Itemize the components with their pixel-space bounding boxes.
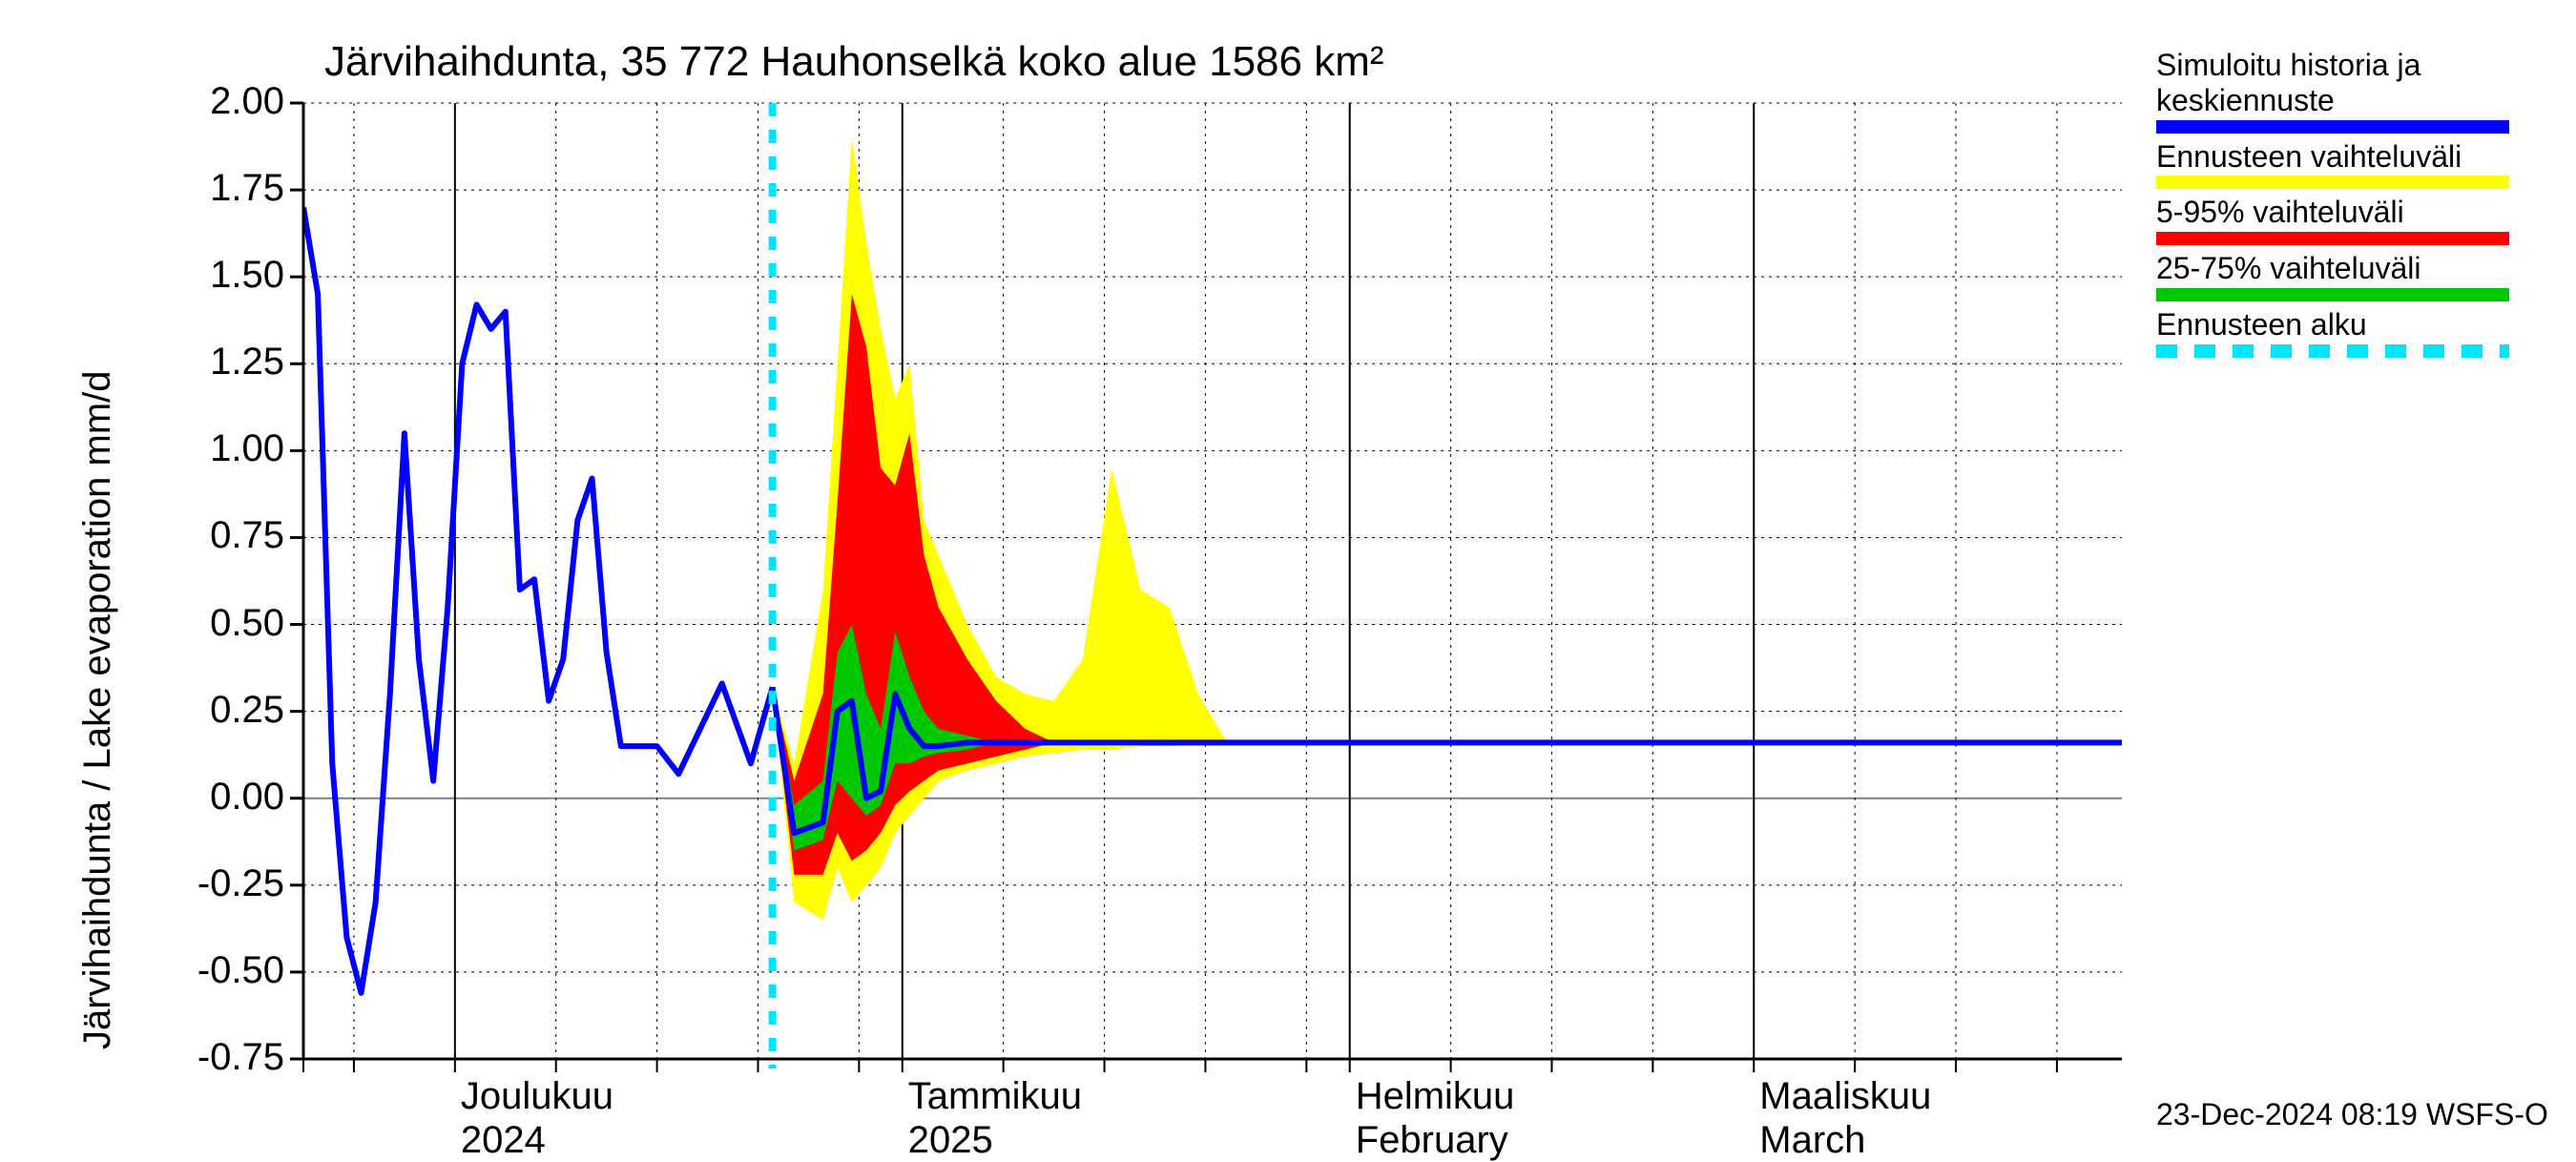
x-tick-label: Joulukuu2024 bbox=[461, 1074, 613, 1162]
y-tick-label: 1.00 bbox=[170, 427, 284, 470]
y-tick-label: -0.25 bbox=[170, 862, 284, 905]
legend-label: Ennusteen vaihteluväli bbox=[2156, 139, 2509, 175]
y-tick-label: 1.50 bbox=[170, 254, 284, 297]
legend-item: Simuloitu historia jakeskiennuste bbox=[2156, 48, 2509, 134]
legend-label: Ennusteen alku bbox=[2156, 307, 2509, 342]
legend-swatch bbox=[2156, 232, 2509, 245]
y-tick-label: 1.75 bbox=[170, 167, 284, 210]
legend-item: 25-75% vaihteluväli bbox=[2156, 251, 2509, 301]
legend-label: keskiennuste bbox=[2156, 83, 2509, 118]
timestamp-label: 23-Dec-2024 08:19 WSFS-O bbox=[2156, 1097, 2548, 1132]
x-tick-label: MaaliskuuMarch bbox=[1759, 1074, 1931, 1162]
legend-label: Simuloitu historia ja bbox=[2156, 48, 2509, 83]
y-tick-label: 2.00 bbox=[170, 80, 284, 123]
legend-item: Ennusteen vaihteluväli bbox=[2156, 139, 2509, 190]
legend-swatch bbox=[2156, 176, 2509, 189]
legend-swatch bbox=[2156, 120, 2509, 134]
y-tick-label: 0.00 bbox=[170, 776, 284, 819]
legend-label: 5-95% vaihteluväli bbox=[2156, 195, 2509, 230]
x-tick-label: HelmikuuFebruary bbox=[1356, 1074, 1515, 1162]
legend-item: 5-95% vaihteluväli bbox=[2156, 195, 2509, 245]
y-tick-label: 0.50 bbox=[170, 602, 284, 645]
y-tick-label: 0.25 bbox=[170, 689, 284, 732]
y-tick-label: -0.75 bbox=[170, 1036, 284, 1079]
x-tick-label: Tammikuu2025 bbox=[908, 1074, 1082, 1162]
legend-swatch bbox=[2156, 344, 2509, 358]
legend-item: Ennusteen alku bbox=[2156, 307, 2509, 358]
y-tick-label: -0.50 bbox=[170, 949, 284, 992]
legend-swatch bbox=[2156, 288, 2509, 301]
legend-label: 25-75% vaihteluväli bbox=[2156, 251, 2509, 286]
legend: Simuloitu historia jakeskiennuste Ennuste… bbox=[2156, 48, 2509, 363]
y-tick-label: 1.25 bbox=[170, 341, 284, 384]
y-tick-label: 0.75 bbox=[170, 514, 284, 557]
